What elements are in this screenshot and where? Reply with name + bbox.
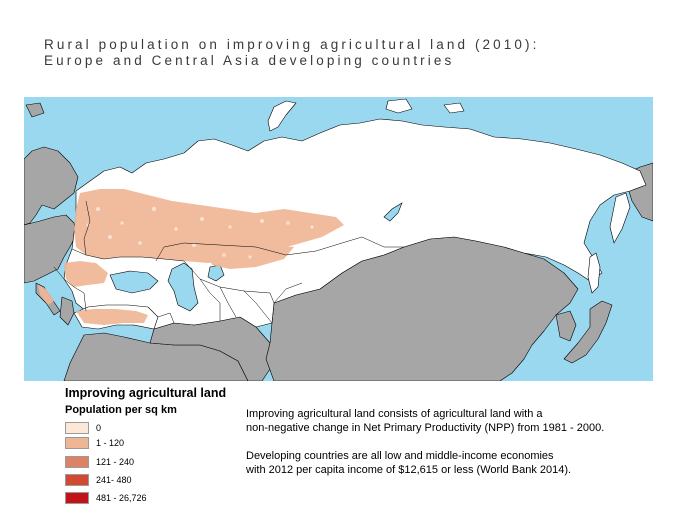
legend-swatch bbox=[65, 436, 89, 449]
legend-item: 241- 480 bbox=[65, 473, 132, 486]
map-title: Rural population on improving agricultur… bbox=[44, 37, 539, 69]
legend-title: Improving agricultural land bbox=[65, 386, 227, 400]
legend-swatch bbox=[65, 421, 89, 434]
note-line: with 2012 per capita income of $12,615 o… bbox=[246, 463, 572, 476]
country-borders bbox=[53, 200, 404, 324]
map-title-line-2: Europe and Central Asia developing count… bbox=[44, 53, 455, 68]
note-line: non-negative change in Net Primary Produ… bbox=[246, 421, 605, 434]
inland-seas bbox=[109, 202, 403, 312]
note-line: Improving agricultural land consists of … bbox=[246, 408, 543, 420]
legend-swatch bbox=[65, 473, 89, 486]
map-title-line-1: Rural population on improving agricultur… bbox=[44, 37, 540, 52]
legend-label: 0 bbox=[96, 422, 102, 433]
note-paragraph-1: Improving agricultural land consists of … bbox=[246, 408, 666, 435]
note-line: Developing countries are all low and mid… bbox=[246, 450, 554, 462]
legend-subtitle: Population per sq km bbox=[65, 404, 177, 416]
legend-label: 481 - 26,726 bbox=[96, 492, 147, 503]
other-land bbox=[24, 102, 653, 381]
note-paragraph-2: Developing countries are all low and mid… bbox=[246, 450, 666, 477]
legend-item: 1 - 120 bbox=[65, 436, 124, 449]
legend-swatch bbox=[65, 491, 89, 504]
legend-swatch bbox=[65, 455, 89, 468]
legend-item: 0 bbox=[65, 421, 101, 434]
legend-label: 121 - 240 bbox=[96, 456, 135, 467]
map-svg bbox=[24, 97, 653, 381]
legend-label: 1 - 120 bbox=[96, 437, 125, 448]
map-frame[interactable] bbox=[24, 97, 653, 381]
legend-item: 481 - 26,726 bbox=[65, 491, 147, 504]
legend-label: 241- 480 bbox=[96, 474, 132, 485]
legend-item: 121 - 240 bbox=[65, 455, 134, 468]
